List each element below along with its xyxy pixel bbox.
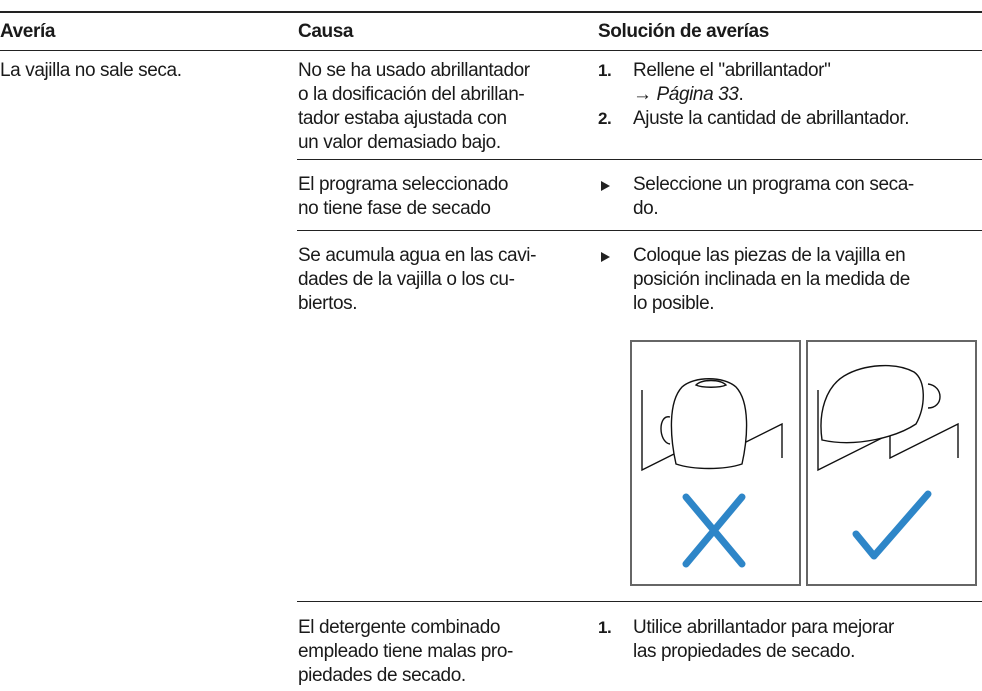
line: tador estaba ajustada con <box>298 108 507 129</box>
punct: . <box>738 84 744 105</box>
rule <box>297 230 982 231</box>
line: do. <box>633 198 659 219</box>
line: piedades de secado. <box>298 665 466 686</box>
cause: El detergente combinado empleado tiene m… <box>298 616 513 688</box>
line: biertos. <box>298 293 358 314</box>
line: No se ha usado abrillantador <box>298 60 530 81</box>
cause: Se acumula agua en las cavi- dades de la… <box>298 244 536 316</box>
rule <box>0 50 982 51</box>
step: Coloque las piezas de la vajilla en posi… <box>633 244 910 316</box>
line: Rellene el "abrillantador" <box>633 60 831 81</box>
line: no tiene fase de secado <box>298 198 491 219</box>
rule <box>297 601 982 602</box>
illustration-right <box>806 340 977 586</box>
cause: No se ha usado abrillantador o la dosifi… <box>298 59 530 155</box>
header: Causa <box>298 21 354 42</box>
drawing <box>817 364 959 560</box>
line: posición inclinada en la medida de <box>633 269 910 290</box>
page-link[interactable]: Página 33 <box>656 84 739 105</box>
header: Avería <box>0 21 55 42</box>
line: Seleccione un programa con seca- <box>633 174 914 195</box>
line: El programa seleccionado <box>298 174 509 195</box>
rule <box>0 11 982 13</box>
step: Seleccione un programa con seca- do. <box>633 173 914 221</box>
step-number: 1. <box>598 618 612 637</box>
step: Ajuste la cantidad de abrillantador. <box>633 108 910 129</box>
line: Utilice abrillantador para mejorar <box>633 617 894 638</box>
line: o la dosificación del abrillan- <box>298 84 525 105</box>
bullet <box>601 181 610 191</box>
step-number: 1. <box>598 61 612 80</box>
line: dades de la vajilla o los cu- <box>298 269 515 290</box>
line: Se acumula agua en las cavi- <box>298 245 537 266</box>
fault: La vajilla no sale seca. <box>0 60 182 81</box>
line: un valor demasiado bajo. <box>298 132 501 153</box>
line: lo posible. <box>633 293 715 314</box>
step: Utilice abrillantador para mejorar las p… <box>633 616 894 664</box>
step-number: 2. <box>598 109 612 128</box>
arrow: → <box>633 84 652 105</box>
drawing <box>641 378 783 568</box>
line: empleado tiene malas pro- <box>298 641 513 662</box>
header: Solución de averías <box>598 21 769 42</box>
cause: El programa seleccionado no tiene fase d… <box>298 173 508 221</box>
line: Coloque las piezas de la vajilla en <box>633 245 906 266</box>
line: las propiedades de secado. <box>633 641 855 662</box>
rule <box>297 159 982 160</box>
step: Rellene el "abrillantador" → Página 33. <box>633 59 831 107</box>
line: El detergente combinado <box>298 617 501 638</box>
bullet <box>601 252 610 262</box>
illustration-wrong <box>630 340 801 586</box>
reference: → Página 33. <box>633 83 830 107</box>
